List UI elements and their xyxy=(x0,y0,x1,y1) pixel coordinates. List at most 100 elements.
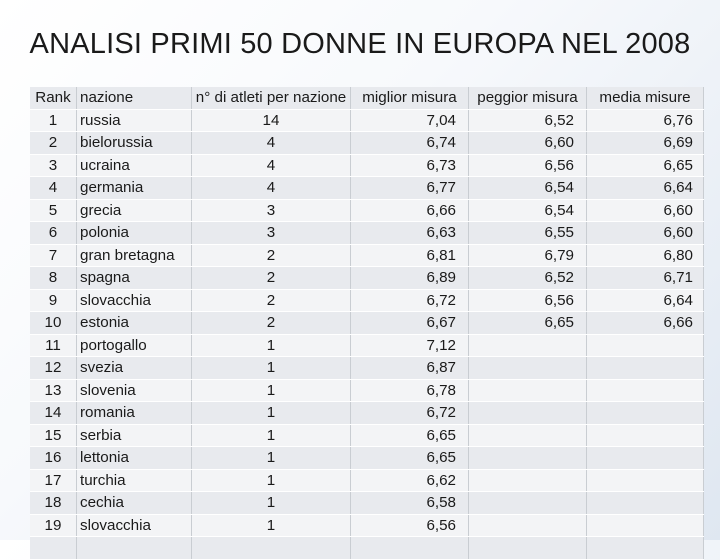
cell-n-atleti: 1 xyxy=(191,334,351,357)
cell-peggior-misura: 6,54 xyxy=(468,199,587,222)
cell-miglior-misura: 6,65 xyxy=(350,424,469,447)
cell-n-atleti: 2 xyxy=(191,311,351,335)
cell-n-atleti: 2 xyxy=(191,266,351,290)
cell-miglior-misura: 6,89 xyxy=(350,266,469,290)
table-row: 9 slovacchia 2 6,72 6,56 6,64 xyxy=(30,289,704,312)
cell-rank: 13 xyxy=(30,379,77,402)
cell-miglior-misura: 6,72 xyxy=(350,401,469,425)
cell-media-misure: 6,66 xyxy=(586,311,704,335)
cell-nazione: slovacchia xyxy=(76,514,192,537)
cell-peggior-misura: 6,65 xyxy=(468,311,587,335)
cell-media-misure: 6,60 xyxy=(586,199,704,222)
cell-miglior-misura: 6,78 xyxy=(350,379,469,402)
header-row: Rank nazione n° di atleti per nazione mi… xyxy=(30,87,704,110)
cell-rank: 5 xyxy=(30,199,77,222)
cell-nazione: serbia xyxy=(76,424,192,447)
table-row: 8 spagna 2 6,89 6,52 6,71 xyxy=(30,266,704,290)
cell-media-misure xyxy=(586,401,704,425)
cell-media-misure: 6,64 xyxy=(586,176,704,200)
cell-n-atleti: 14 xyxy=(191,109,351,132)
table-row: 6 polonia 3 6,63 6,55 6,60 xyxy=(30,221,704,245)
cell-peggior-misura xyxy=(468,446,587,470)
cell-rank: 1 xyxy=(30,109,77,132)
cell-rank: 14 xyxy=(30,401,77,425)
cell-n-atleti: 1 xyxy=(191,424,351,447)
cell-rank: 18 xyxy=(30,491,77,515)
cell-miglior-misura: 6,81 xyxy=(350,244,469,267)
cell-miglior-misura: 6,65 xyxy=(350,446,469,470)
cell-miglior-misura: 6,72 xyxy=(350,289,469,312)
cell-miglior-misura: 6,67 xyxy=(350,311,469,335)
cell-nazione: slovenia xyxy=(76,379,192,402)
cell-media-misure: 6,80 xyxy=(586,244,704,267)
cell-n-atleti: 1 xyxy=(191,469,351,492)
cell-media-misure: 6,76 xyxy=(586,109,704,132)
cell-peggior-misura xyxy=(468,356,587,380)
header-miglior-misura: miglior misura xyxy=(350,87,469,110)
cell-media-misure xyxy=(586,491,704,515)
cell-media-misure: 6,64 xyxy=(586,289,704,312)
cell-n-atleti: 1 xyxy=(191,379,351,402)
table-row: 1 russia 14 7,04 6,52 6,76 xyxy=(30,109,704,132)
cell-media-misure: 6,69 xyxy=(586,131,704,155)
table-row: 10 estonia 2 6,67 6,65 6,66 xyxy=(30,311,704,335)
cell-peggior-misura: 6,56 xyxy=(468,289,587,312)
cell-miglior-misura: 6,66 xyxy=(350,199,469,222)
cell-peggior-misura: 6,60 xyxy=(468,131,587,155)
header-rank: Rank xyxy=(30,87,77,110)
cell-nazione: slovacchia xyxy=(76,289,192,312)
cell-n-atleti: 1 xyxy=(191,491,351,515)
cell-nazione: bielorussia xyxy=(76,131,192,155)
data-table: Rank nazione n° di atleti per nazione mi… xyxy=(30,87,704,560)
cell-nazione: russia xyxy=(76,109,192,132)
cell-rank: 19 xyxy=(30,514,77,537)
cell-n-atleti: 1 xyxy=(191,514,351,537)
cell-n-atleti: 1 xyxy=(191,446,351,470)
cell-peggior-misura xyxy=(468,514,587,537)
table-row: 3 ucraina 4 6,73 6,56 6,65 xyxy=(30,154,704,177)
cell-peggior-misura: 6,52 xyxy=(468,266,587,290)
cell-nazione: germania xyxy=(76,176,192,200)
cell-rank: 9 xyxy=(30,289,77,312)
cell-peggior-misura xyxy=(468,469,587,492)
cell-peggior-misura: 6,79 xyxy=(468,244,587,267)
cell-nazione: grecia xyxy=(76,199,192,222)
cell-media-misure: 6,60 xyxy=(586,221,704,245)
cell-nazione: lettonia xyxy=(76,446,192,470)
cell-rank: 4 xyxy=(30,176,77,200)
cell-rank: 15 xyxy=(30,424,77,447)
cell-peggior-misura: 6,56 xyxy=(468,154,587,177)
cell-nazione: gran bretagna xyxy=(76,244,192,267)
cell-rank: 16 xyxy=(30,446,77,470)
cell-rank: 17 xyxy=(30,469,77,492)
cell-miglior-misura: 6,87 xyxy=(350,356,469,380)
table-row: 5 grecia 3 6,66 6,54 6,60 xyxy=(30,199,704,222)
cell-n-atleti: 4 xyxy=(191,154,351,177)
cell-n-atleti: 1 xyxy=(191,356,351,380)
cell-media-misure xyxy=(586,469,704,492)
cell-miglior-misura: 6,63 xyxy=(350,221,469,245)
table-row: 4 germania 4 6,77 6,54 6,64 xyxy=(30,176,704,200)
cell-rank: 10 xyxy=(30,311,77,335)
cell-rank: 12 xyxy=(30,356,77,380)
cell-rank: 2 xyxy=(30,131,77,155)
cell-nazione: romania xyxy=(76,401,192,425)
cell-nazione: spagna xyxy=(76,266,192,290)
cell-nazione: ucraina xyxy=(76,154,192,177)
cell-miglior-misura: 6,62 xyxy=(350,469,469,492)
header-nazione: nazione xyxy=(76,87,192,110)
table-row: 13 slovenia 1 6,78 xyxy=(30,379,704,402)
cell-rank: 8 xyxy=(30,266,77,290)
cell-miglior-misura: 6,56 xyxy=(350,514,469,537)
table-row: 19 slovacchia 1 6,56 xyxy=(30,514,704,537)
cell-nazione: svezia xyxy=(76,356,192,380)
cell-media-misure xyxy=(586,356,704,380)
cell-rank: 11 xyxy=(30,334,77,357)
header-n-atleti: n° di atleti per nazione xyxy=(191,87,351,110)
table-row: 2 bielorussia 4 6,74 6,60 6,69 xyxy=(30,131,704,155)
cell-peggior-misura: 6,54 xyxy=(468,176,587,200)
cell-peggior-misura xyxy=(468,334,587,357)
cell-media-misure xyxy=(586,334,704,357)
cell-nazione: turchia xyxy=(76,469,192,492)
cell-n-atleti: 3 xyxy=(191,199,351,222)
